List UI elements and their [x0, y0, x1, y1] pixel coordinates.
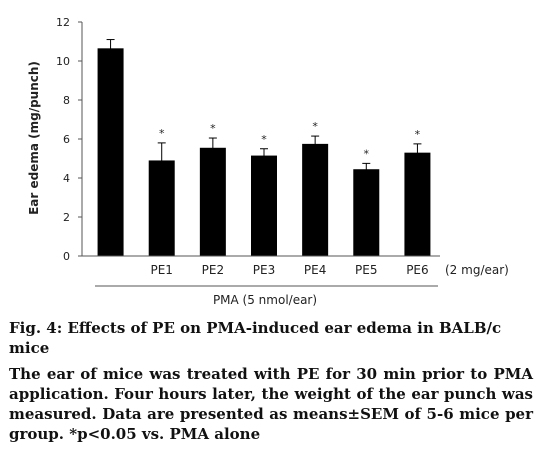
- significance-marker: *: [210, 122, 216, 135]
- category-label: PE2: [202, 263, 224, 277]
- dose-label: (2 mg/ear): [445, 263, 509, 277]
- category-labels: PE1 PE2 PE3 PE4 PE5 PE6: [150, 263, 428, 277]
- group-label: PMA (5 nmol/ear): [213, 293, 317, 307]
- significance-marker: *: [261, 133, 267, 146]
- y-tick-label: 8: [63, 94, 70, 107]
- significance-marker: *: [364, 147, 370, 160]
- figure-caption-body: The ear of mice was treated with PE for …: [9, 365, 533, 443]
- bar: [404, 152, 431, 256]
- bar: [97, 48, 124, 257]
- y-tick-label: 12: [56, 16, 70, 29]
- bar: [251, 155, 277, 256]
- significance-marker: *: [312, 120, 318, 133]
- significance-marker: *: [159, 127, 165, 140]
- category-label: PE5: [355, 263, 377, 277]
- y-tick-label: 10: [56, 55, 70, 68]
- y-axis-label: Ear edema (mg/punch): [27, 61, 41, 215]
- bar: [353, 169, 380, 256]
- y-tick-label: 6: [63, 133, 70, 146]
- category-label: PE3: [253, 263, 275, 277]
- y-tick-label: 4: [63, 172, 70, 185]
- y-tick-label: 0: [63, 250, 70, 263]
- figure-caption-title: Fig. 4: Effects of PE on PMA-induced ear…: [9, 319, 502, 357]
- y-tick-label: 2: [63, 211, 70, 224]
- bar-chart: 0 2 4 6 8 10 12 * * * * * * PE1 PE2 PE3 PE4 PE5 PE6 Ear …: [27, 16, 509, 307]
- bar: [199, 147, 226, 256]
- significance-marker: *: [415, 128, 421, 141]
- bars: * * * * * *: [97, 39, 431, 257]
- category-label: PE6: [406, 263, 428, 277]
- category-label: PE1: [150, 263, 172, 277]
- bar: [302, 143, 329, 256]
- category-label: PE4: [304, 263, 326, 277]
- y-axis-ticks: 0 2 4 6 8 10 12: [56, 16, 82, 263]
